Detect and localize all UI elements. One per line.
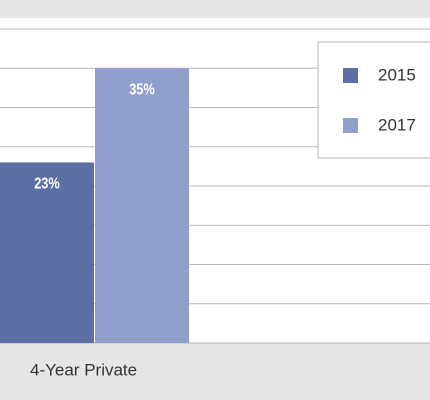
legend-box xyxy=(317,41,430,159)
bars: 23% 35% 4-Year Private xyxy=(0,68,189,379)
legend: 2015 2017 xyxy=(317,41,430,159)
category-band xyxy=(0,343,430,400)
value-label: 23% xyxy=(34,175,60,193)
legend-label: 2017 xyxy=(378,115,416,134)
x-tick-label: 4-Year Private xyxy=(30,360,137,379)
legend-swatch xyxy=(343,68,358,83)
bar xyxy=(95,68,189,343)
top-band xyxy=(0,0,430,18)
bar xyxy=(0,162,94,343)
legend-swatch xyxy=(343,118,358,133)
value-label: 35% xyxy=(129,81,155,99)
legend-label: 2015 xyxy=(378,65,416,84)
